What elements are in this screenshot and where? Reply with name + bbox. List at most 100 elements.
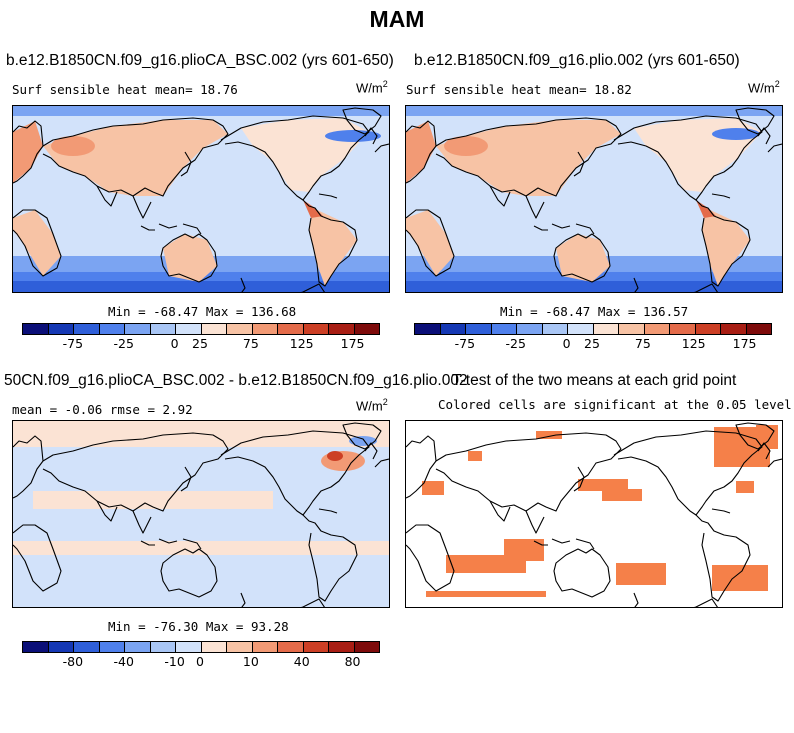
panel4-cell-arabia bbox=[422, 481, 444, 495]
panel2-map-svg bbox=[406, 106, 782, 292]
colorbar-swatch bbox=[48, 324, 74, 334]
colorbar-tick-label: 75 bbox=[242, 336, 259, 351]
panel2-africa-south-fill bbox=[406, 210, 454, 276]
panel4-cell-siberia bbox=[536, 431, 562, 439]
panel1-units: W/m2 bbox=[356, 79, 388, 96]
panel3-title: 50CN.f09_g16.plioCA_BSC.002 - b.e12.B185… bbox=[4, 372, 468, 389]
panel4-cell-pacific-east bbox=[602, 489, 642, 501]
panel4-cell-south-pacific bbox=[616, 563, 666, 585]
panel1-africa-south-fill bbox=[13, 210, 61, 276]
panel2-map bbox=[405, 105, 783, 293]
panel3-subtitle: mean = -0.06 rmse = 2.92 bbox=[12, 402, 193, 417]
panel2-asia-fill bbox=[436, 120, 621, 196]
colorbar-swatch bbox=[695, 324, 721, 334]
colorbar-tick-label: -10 bbox=[164, 654, 185, 669]
panel1-antarctic-margin bbox=[13, 281, 389, 292]
colorbar-swatch bbox=[278, 324, 304, 334]
colorbar-swatch bbox=[227, 324, 253, 334]
panel4-subtitle: Colored cells are significant at the 0.0… bbox=[438, 397, 792, 412]
panel4-cell-south-atlantic bbox=[712, 565, 768, 591]
colorbar-swatch bbox=[670, 324, 696, 334]
colorbar-swatch bbox=[354, 642, 379, 652]
panel3-tropic-band bbox=[33, 491, 273, 509]
colorbar-swatch bbox=[252, 324, 278, 334]
colorbar-tick-label: 0 bbox=[170, 336, 179, 351]
panel1-title: b.e12.B1850CN.f09_g16.plioCA_BSC.002 (yr… bbox=[6, 52, 394, 69]
colorbar-tick-label: 40 bbox=[293, 654, 310, 669]
colorbar-swatch bbox=[48, 642, 74, 652]
panel1-africa-north-fill bbox=[13, 121, 43, 183]
colorbar-swatch bbox=[303, 642, 329, 652]
panel4-cell-southern-ocean bbox=[426, 591, 546, 597]
colorbar-tick-label: 0 bbox=[562, 336, 571, 351]
panel3-map bbox=[12, 420, 390, 608]
colorbar-swatch bbox=[150, 642, 176, 652]
colorbar-tick-label: 125 bbox=[681, 336, 706, 351]
colorbar-tick-label: 10 bbox=[242, 654, 259, 669]
colorbar-swatch bbox=[542, 324, 568, 334]
colorbar-swatch bbox=[329, 324, 355, 334]
colorbar-swatch bbox=[466, 324, 492, 334]
panel3-minmax: Min = -76.30 Max = 93.28 bbox=[108, 619, 289, 634]
colorbar-swatch bbox=[125, 642, 151, 652]
panel1-australia-fill bbox=[163, 234, 217, 282]
panel1-minmax: Min = -68.47 Max = 136.68 bbox=[108, 304, 297, 319]
colorbar-tick-label: -25 bbox=[505, 336, 526, 351]
colorbar-swatch bbox=[23, 642, 49, 652]
panel3-map-svg bbox=[13, 421, 389, 607]
panel2-arctic-band bbox=[406, 106, 782, 116]
colorbar-swatch bbox=[99, 642, 125, 652]
colorbar-swatch bbox=[415, 324, 441, 334]
colorbar-swatch bbox=[491, 324, 517, 334]
panel4-cell-eurasia bbox=[468, 451, 482, 461]
colorbar-swatch bbox=[227, 642, 253, 652]
panel2-colorbar-ticks: -75 -25 0 25 75 125 175 bbox=[414, 336, 772, 352]
colorbar-swatch bbox=[201, 324, 227, 334]
panel2-natlantic-cool bbox=[712, 128, 760, 140]
colorbar-swatch bbox=[176, 324, 202, 334]
panel3-units: W/m2 bbox=[356, 397, 388, 414]
colorbar-swatch bbox=[303, 324, 329, 334]
panel2-minmax: Min = -68.47 Max = 136.57 bbox=[500, 304, 689, 319]
panel1-natlantic-cool bbox=[325, 130, 381, 142]
colorbar-tick-label: 125 bbox=[289, 336, 314, 351]
panel2-title: b.e12.B1850CN.f09_g16.plio.002 (yrs 601-… bbox=[414, 52, 740, 69]
panel3-colorbar bbox=[22, 641, 380, 653]
colorbar-tick-label: -80 bbox=[62, 654, 84, 669]
panel4-cell-south-indian bbox=[446, 555, 526, 573]
panel3-anomaly-hot bbox=[327, 451, 343, 461]
colorbar-tick-label: 80 bbox=[344, 654, 361, 669]
colorbar-swatch bbox=[721, 324, 747, 334]
panel1-colorbar bbox=[22, 323, 380, 335]
panel2-samerica-fill bbox=[702, 208, 750, 286]
panel2-units: W/m2 bbox=[748, 79, 780, 96]
panel1-map bbox=[12, 105, 390, 293]
colorbar-tick-label: -40 bbox=[113, 654, 134, 669]
panel2-desert-hotspot bbox=[444, 136, 488, 156]
panel1-samerica-fill bbox=[309, 208, 357, 286]
colorbar-tick-label: -75 bbox=[454, 336, 476, 351]
panel3-anomaly-warm bbox=[321, 451, 365, 471]
colorbar-swatch bbox=[329, 642, 355, 652]
panel4-cell-npacific bbox=[578, 479, 628, 491]
panel1-colorbar-ticks: -75 -25 0 25 75 125 175 bbox=[22, 336, 380, 352]
colorbar-swatch bbox=[278, 642, 304, 652]
panel4-cell-atlantic-mid bbox=[736, 481, 754, 493]
panel4-title: T-test of the two means at each grid poi… bbox=[452, 372, 737, 389]
panel1-subtitle: Surf sensible heat mean= 18.76 bbox=[12, 82, 238, 97]
colorbar-swatch bbox=[23, 324, 49, 334]
colorbar-tick-label: -25 bbox=[113, 336, 134, 351]
panel1-map-svg bbox=[13, 106, 389, 292]
colorbar-swatch bbox=[517, 324, 543, 334]
colorbar-swatch bbox=[644, 324, 670, 334]
panel1-desert-hotspot bbox=[51, 136, 95, 156]
panel4-significant-cells bbox=[422, 425, 778, 597]
colorbar-tick-label: 25 bbox=[584, 336, 600, 351]
colorbar-swatch bbox=[176, 642, 202, 652]
panel2-colorbar bbox=[414, 323, 772, 335]
colorbar-swatch bbox=[201, 642, 227, 652]
colorbar-swatch bbox=[593, 324, 619, 334]
colorbar-swatch bbox=[74, 324, 100, 334]
panel4-map bbox=[405, 420, 783, 608]
colorbar-swatch bbox=[440, 324, 466, 334]
